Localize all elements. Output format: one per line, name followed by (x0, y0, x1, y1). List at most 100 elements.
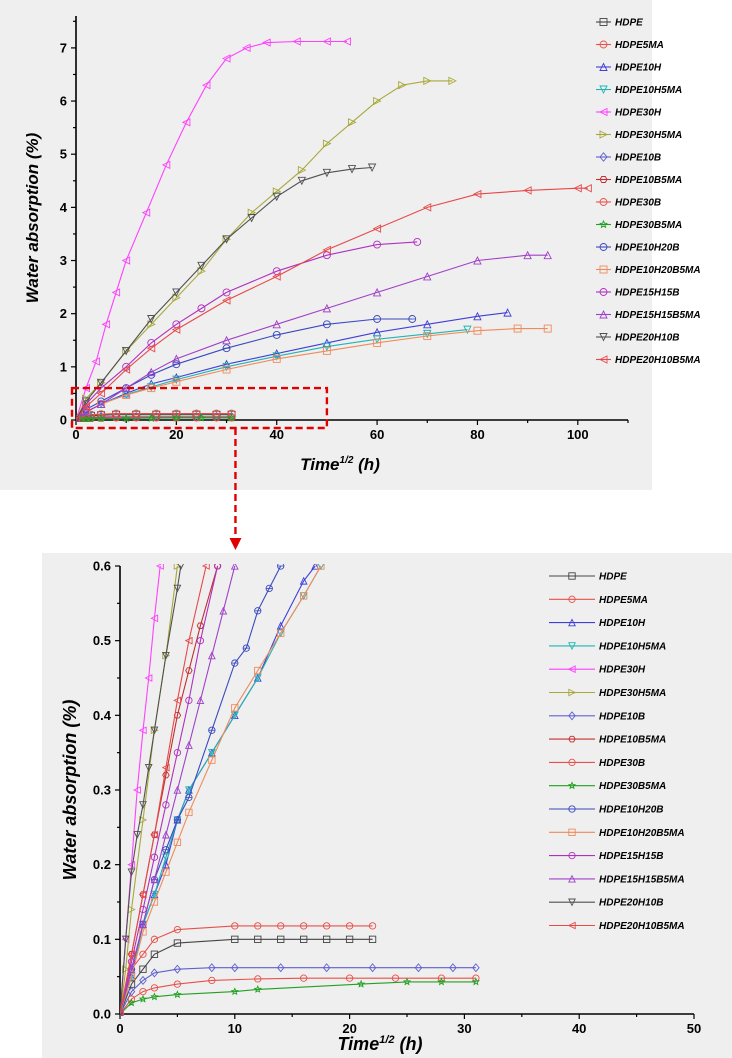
data-point-HDPE10H5MA (161, 853, 170, 862)
data-point-HDPE10H20B5MA (172, 377, 181, 386)
data-point-HDPE30H (141, 208, 151, 217)
data-point-HDPE30B5MA (171, 413, 181, 422)
data-point-HDPE10H (272, 349, 281, 358)
data-point-HDPE10H5MA (272, 352, 281, 361)
data-point-HDPE15H15B5MA (173, 785, 182, 794)
y-tick-label: 0 (60, 413, 67, 428)
y-tick-label: 0.1 (93, 932, 111, 947)
data-point-HDPE20H10B (133, 831, 142, 840)
data-point-HDPE20H10B5MA (120, 1010, 124, 1016)
data-point-HDPE30B (132, 413, 141, 422)
legend-label-HDPE30B: HDPE30B (599, 758, 645, 769)
data-point-HDPE10H20B5MA (423, 332, 432, 340)
data-point-HDPE (345, 935, 354, 943)
data-point-HDPE10B (368, 963, 377, 973)
legend-marker-HDPE30B (568, 758, 576, 767)
data-point-HDPE20H10B5MA (161, 763, 170, 772)
data-point-HDPE20H10B5MA (81, 402, 90, 411)
x-tick-label: 10 (228, 1021, 242, 1036)
data-point-HDPE10H20B (173, 816, 182, 824)
data-point-HDPE30H (101, 320, 111, 329)
legend-label-HDPE20H10B5MA: HDPE20H10B5MA (599, 921, 685, 932)
data-point-HDPE15H15B (185, 696, 193, 705)
top-chart: 0 20 40 60 80 100 0 1 2 3 4 5 6 7 Time1/2 (h) Water abs… (23, 16, 701, 474)
data-point-HDPE10H (423, 319, 432, 329)
data-point-HDPE5MA (173, 925, 182, 934)
data-point-HDPE15H15B5MA (219, 606, 228, 615)
x-tick-label: 20 (169, 427, 183, 442)
data-point-HDPE20H10B (173, 584, 182, 593)
data-point-HDPE (173, 939, 182, 947)
data-point-HDPE10B (208, 963, 216, 973)
x-tick-label: 40 (269, 427, 283, 442)
data-point-HDPE30H5MA (423, 76, 432, 86)
data-point-HDPE10H (503, 308, 512, 317)
data-point-HDPE10B (276, 963, 285, 973)
data-point-HDPE15H15B (213, 564, 222, 570)
legend-marker-HDPE10B5MA (599, 176, 608, 183)
data-point-HDPE10H (299, 576, 308, 585)
data-point-HDPE30H5MA (322, 139, 332, 148)
data-point-HDPE30B5MA (471, 977, 481, 986)
x-tick-label: 0 (72, 427, 79, 442)
data-point-HDPE20H10B (222, 235, 231, 244)
data-point-HDPE10H20B5MA (277, 629, 285, 637)
legend-label-HDPE15H15B: HDPE15H15B (599, 851, 663, 862)
data-point-HDPE20H10B (96, 378, 106, 388)
series-group (120, 564, 481, 1016)
y-axis-title: Water absorption (%) (60, 700, 80, 881)
data-point-HDPE10H20B (222, 344, 231, 353)
data-point-HDPE10H (473, 311, 482, 321)
data-point-HDPE5MA (368, 922, 377, 930)
data-point-HDPE30H5MA (448, 76, 457, 86)
legend-label-HDPE10H5MA: HDPE10H5MA (615, 85, 682, 96)
legend-label-HDPE20H10B: HDPE20H10B (615, 333, 679, 344)
data-point-HDPE30B (208, 976, 216, 985)
data-point-HDPE10H20B5MA (254, 666, 262, 675)
data-point-HDPE30H (262, 38, 271, 47)
data-point-HDPE30B (254, 975, 262, 983)
data-point-HDPE30H (144, 674, 153, 682)
data-point-HDPE30H5MA (348, 118, 357, 127)
data-point-HDPE20H10B5MA (171, 325, 181, 334)
legend-marker-HDPE10H20B (568, 805, 576, 813)
legend-marker-HDPE30B5MA (567, 781, 577, 790)
data-point-HDPE20H10B (347, 165, 357, 174)
data-point-HDPE10H20B5MA (185, 808, 193, 817)
data-point-HDPE30H5MA (122, 346, 131, 356)
data-point-HDPE20H10B (147, 315, 156, 324)
data-point-HDPE20H10B (367, 163, 377, 173)
data-point-HDPE10B (173, 964, 182, 974)
legend-marker-HDPE10H20B5MA (568, 828, 576, 836)
data-point-HDPE10H (276, 621, 285, 630)
legend-marker-HDPE30B (599, 198, 608, 206)
data-point-HDPE20H10B (81, 397, 91, 406)
legend-label-HDPE10B: HDPE10B (599, 711, 645, 722)
y-tick-label: 0.3 (93, 783, 111, 798)
zoom-box (70, 386, 329, 430)
data-point-HDPE10H5MA (463, 325, 472, 335)
data-point-HDPE10H20B5MA (150, 898, 159, 906)
data-point-HDPE10H20B (185, 793, 193, 802)
x-tick-label: 40 (572, 1021, 586, 1036)
data-point-HDPE30B5MA (138, 994, 148, 1003)
data-point-HDPE10H20B (373, 315, 382, 323)
bottom-chart: 0 10 20 30 40 50 0.0 0.1 0.2 0.3 0.4 0.5 0.6 Time1/2 … (60, 559, 701, 1055)
y-tick-label: 0.5 (93, 633, 111, 648)
data-point-HDPE30H5MA (173, 564, 182, 570)
data-point-HDPE10H20B (272, 330, 281, 339)
data-point-HDPE30B5MA (150, 992, 159, 1001)
data-point-HDPE15H15B5MA (127, 964, 136, 973)
series-line-HDPE15H15B (120, 565, 219, 1015)
series-line-HDPE20H10B (76, 166, 373, 421)
data-point-HDPE15H15B5MA (473, 256, 482, 265)
data-point-HDPE10H20B5MA (543, 324, 552, 333)
data-point-HDPE10H20B5MA (513, 324, 522, 333)
data-point-HDPE20H10B5MA (184, 636, 193, 645)
data-point-HDPE10H5MA (253, 674, 262, 683)
data-point-HDPE15H15B5MA (523, 250, 532, 260)
data-point-HDPE30H (181, 118, 191, 127)
data-point-HDPE20H10B5MA (422, 203, 432, 212)
x-axis-title: Time1/2 (h) (300, 455, 380, 474)
